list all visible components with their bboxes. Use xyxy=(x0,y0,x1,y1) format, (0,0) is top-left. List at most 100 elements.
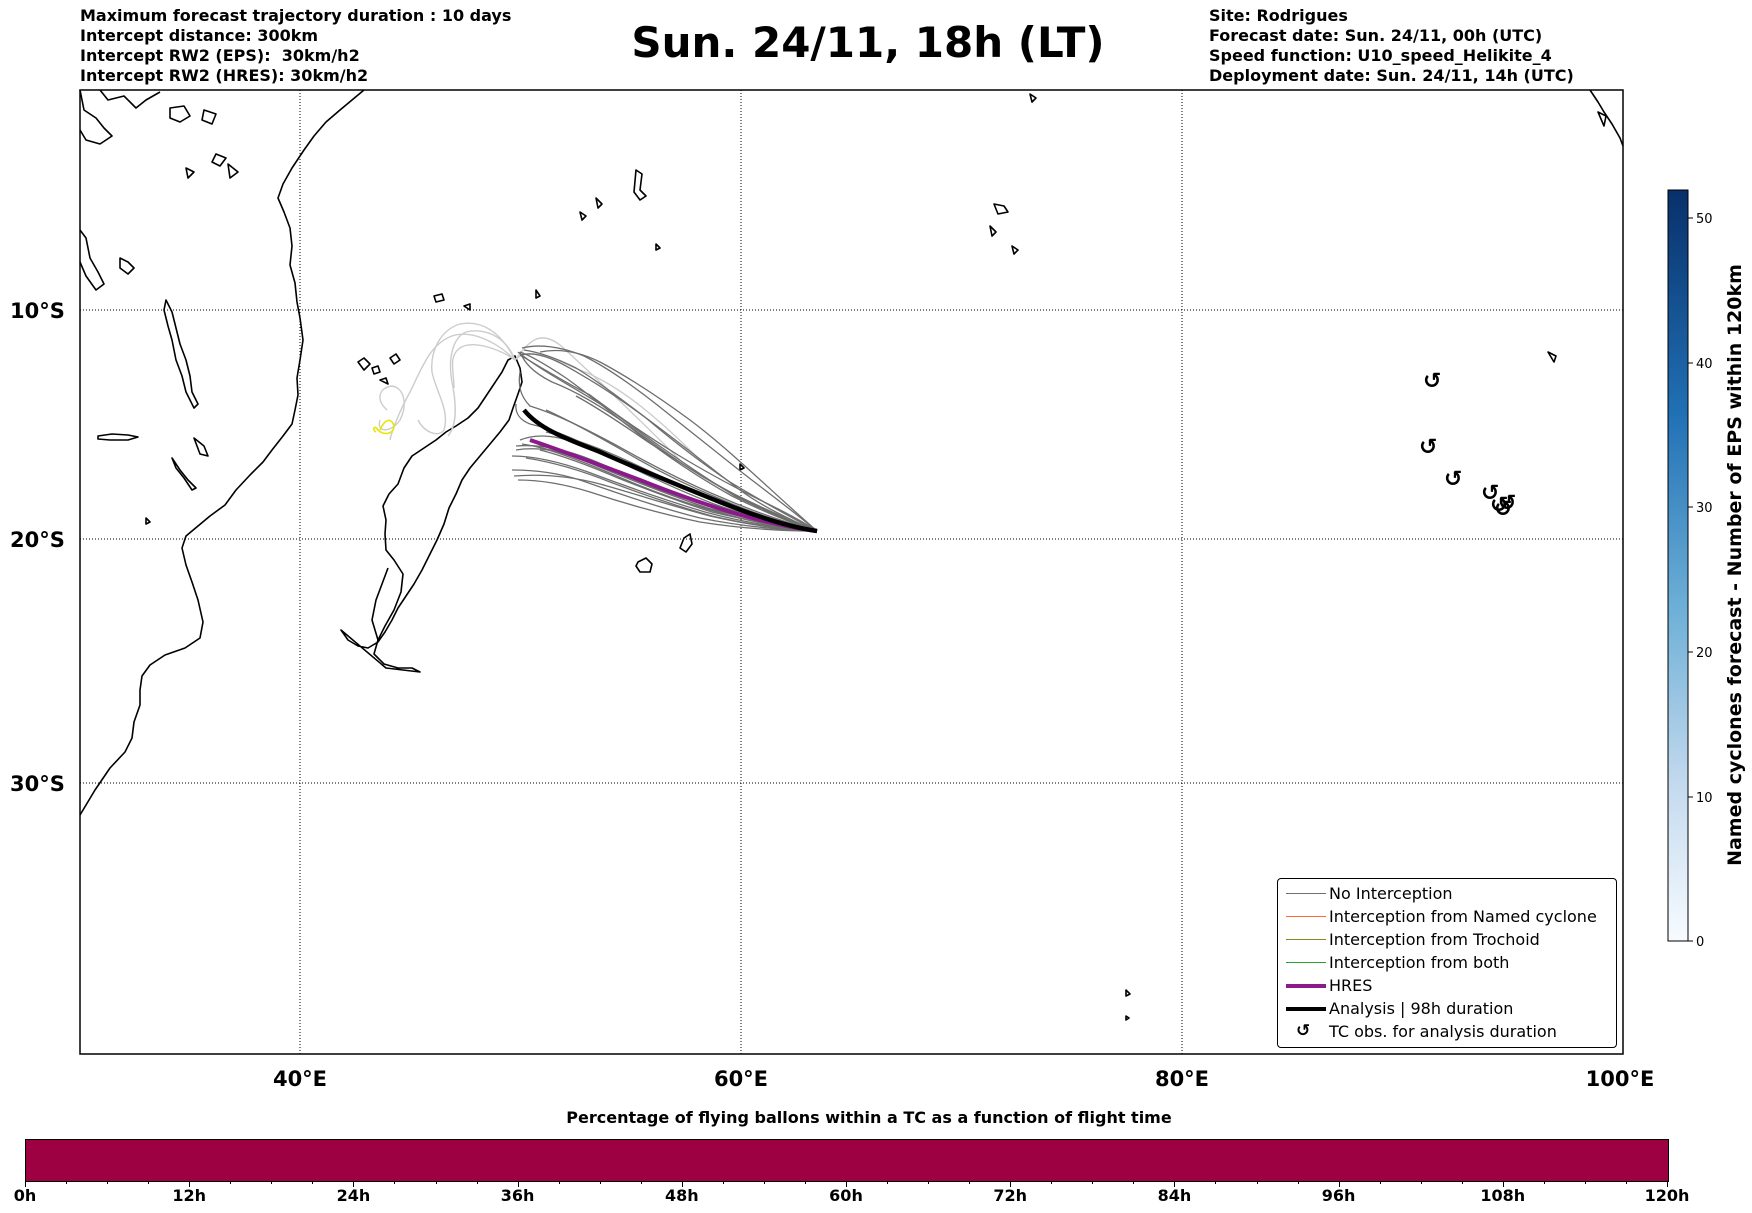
legend-item-trochoid: Interception from Trochoid xyxy=(1278,929,1616,951)
time-minor-tick xyxy=(804,1181,806,1184)
time-minor-tick xyxy=(271,1181,273,1184)
time-tick xyxy=(1667,1181,1668,1187)
legend-item-no-interception: No Interception xyxy=(1278,883,1616,905)
header-line: Deployment date: Sun. 24/11, 14h (UTC) xyxy=(1209,66,1574,85)
time-minor-tick xyxy=(1379,1181,1381,1184)
eps-colorbar xyxy=(1667,189,1689,942)
mauritius-coastline xyxy=(679,533,693,553)
time-minor-tick xyxy=(353,1181,355,1184)
time-tick xyxy=(25,1181,26,1187)
time-minor-tick xyxy=(969,1181,971,1184)
time-minor-tick xyxy=(1215,1181,1217,1184)
time-tick xyxy=(1502,1181,1504,1187)
lat-label-30s: 30°S xyxy=(10,772,65,796)
lat-label-20s: 20°S xyxy=(10,528,65,552)
colorbar-tick: 20 xyxy=(1696,646,1713,661)
time-minor-tick xyxy=(1010,1181,1012,1184)
page-title: Sun. 24/11, 18h (LT) xyxy=(631,18,1105,67)
analysis-track xyxy=(522,408,818,534)
legend-swatch xyxy=(1286,984,1326,988)
time-minor-tick xyxy=(435,1181,437,1184)
time-minor-tick xyxy=(887,1181,889,1184)
long-outlier-track xyxy=(519,354,818,532)
legend-label: No Interception xyxy=(1329,884,1453,903)
time-minor-tick xyxy=(66,1181,68,1184)
time-tick-label: 60h xyxy=(829,1186,863,1205)
legend-item-named-cyclone: Interception from Named cyclone xyxy=(1278,906,1616,928)
eps-colorbar-ticks xyxy=(1688,217,1693,942)
time-minor-tick xyxy=(517,1181,519,1184)
time-minor-tick xyxy=(1667,1181,1668,1184)
legend-label: Interception from Named cyclone xyxy=(1329,907,1597,926)
colorbar-title: Named cyclones forecast - Number of EPS … xyxy=(1724,264,1746,866)
time-minor-tick xyxy=(599,1181,601,1184)
cyclone-icon: ↺ xyxy=(1490,493,1508,518)
time-tick-label: 0h xyxy=(13,1186,37,1205)
madagascar-coastline xyxy=(340,355,523,673)
legend-item-hres: HRES xyxy=(1278,975,1616,997)
time-tick-label: 96h xyxy=(1321,1186,1356,1205)
map-legend: No Interception Interception from Named … xyxy=(1277,878,1617,1048)
time-tick xyxy=(1338,1181,1340,1187)
cyclone-icon: ↺ xyxy=(1423,369,1441,394)
time-tick xyxy=(846,1181,847,1187)
lon-label-60e: 60°E xyxy=(714,1067,768,1091)
time-tick xyxy=(1010,1181,1012,1187)
tc-observations: ↺ ↺ ↺ ↺ ↺ ↺ ↺ xyxy=(1419,369,1516,522)
time-minor-tick xyxy=(1092,1181,1094,1184)
reunion-coastline xyxy=(635,557,653,573)
colorbar-tick: 40 xyxy=(1696,357,1713,372)
colorbar-tick: 10 xyxy=(1696,791,1713,806)
header-line: Site: Rodrigues xyxy=(1209,6,1348,25)
coastlines xyxy=(79,89,1624,1021)
time-minor-tick xyxy=(1133,1181,1135,1184)
time-minor-tick xyxy=(476,1181,478,1184)
legend-swatch xyxy=(1286,962,1326,963)
cyclone-icon: ↺ xyxy=(1444,467,1462,492)
time-minor-tick xyxy=(107,1181,109,1184)
legend-swatch xyxy=(1286,1007,1326,1011)
legend-item-both: Interception from both xyxy=(1278,952,1616,974)
header-left-info: Maximum forecast trajectory duration : 1… xyxy=(80,6,511,86)
time-tick xyxy=(353,1181,355,1187)
time-tick xyxy=(1174,1181,1176,1187)
time-tick xyxy=(517,1181,519,1187)
time-tick-label: 12h xyxy=(172,1186,207,1205)
header-right-info: Site: Rodrigues Forecast date: Sun. 24/1… xyxy=(1209,6,1574,86)
time-minor-tick xyxy=(189,1181,191,1184)
legend-label: HRES xyxy=(1329,976,1373,995)
legend-swatch xyxy=(1286,939,1326,940)
graticule xyxy=(80,90,1623,1054)
legend-label: Interception from both xyxy=(1329,953,1510,972)
header-line: Speed function: U10_speed_Helikite_4 xyxy=(1209,46,1552,65)
time-minor-tick xyxy=(1256,1181,1258,1184)
time-minor-tick xyxy=(1543,1181,1545,1184)
percentage-bar xyxy=(25,1139,1669,1182)
cyclone-icon: ↺ xyxy=(1296,1021,1311,1041)
colorbar-tick: 30 xyxy=(1696,501,1713,516)
cyclone-icon: ↺ xyxy=(1481,481,1499,506)
lat-label-10s: 10°S xyxy=(10,299,65,323)
legend-label: TC obs. for analysis duration xyxy=(1329,1022,1557,1041)
header-line: Maximum forecast trajectory duration : 1… xyxy=(80,6,512,25)
bottom-bar-title: Percentage of flying ballons within a TC… xyxy=(566,1108,1172,1127)
time-minor-tick xyxy=(928,1181,930,1184)
legend-swatch xyxy=(1286,916,1326,917)
time-minor-tick xyxy=(148,1181,150,1184)
time-tick-label: 36h xyxy=(500,1186,535,1205)
lon-label-40e: 40°E xyxy=(273,1067,327,1091)
time-minor-tick xyxy=(1051,1181,1053,1184)
cyclone-icon: ↺ xyxy=(1494,497,1512,522)
colorbar-tick: 50 xyxy=(1696,212,1713,227)
time-minor-tick xyxy=(1461,1181,1463,1184)
time-tick-label: 24h xyxy=(336,1186,371,1205)
time-minor-tick xyxy=(230,1181,232,1184)
time-minor-tick xyxy=(1625,1181,1627,1184)
header-line: Forecast date: Sun. 24/11, 00h (UTC) xyxy=(1209,26,1543,45)
lon-label-80e: 80°E xyxy=(1155,1067,1209,1091)
legend-label: Interception from Trochoid xyxy=(1329,930,1540,949)
legend-item-analysis: Analysis | 98h duration xyxy=(1278,998,1616,1020)
time-tick-label: 72h xyxy=(993,1186,1028,1205)
time-tick-label: 108h xyxy=(1480,1186,1526,1205)
